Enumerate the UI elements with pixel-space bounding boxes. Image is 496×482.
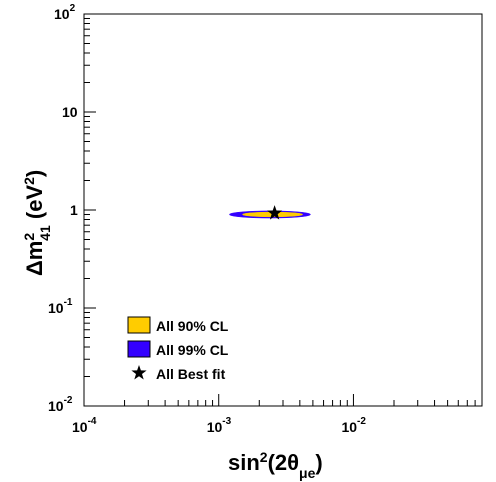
x-axis-title-paren-close: ) [315,450,322,475]
x-axis-title-base: sin [228,450,260,475]
y-axis-title-unit-close: ) [22,170,47,177]
legend-swatch-99cl [127,340,151,358]
legend-label-best-fit: All Best fit [156,366,226,382]
y-tick-exponent: 2 [70,3,76,14]
y-tick-label: 1 [70,202,78,218]
x-axis-title-sub: μe [299,465,316,481]
legend-item-90cl: All 90% CL [127,316,229,334]
best-fit-marker [267,205,283,220]
y-tick-exponent: -2 [64,395,73,406]
x-axis-ticks [83,394,483,406]
x-tick-label: 10-3 [207,416,232,435]
y-tick-label: 10-2 [48,395,73,414]
x-axis-title-paren-open: (2θ [268,450,299,475]
legend-item-best-fit: All Best fit [131,365,226,382]
x-tick-exponent: -2 [357,416,366,427]
y-tick-exponent: -1 [64,297,73,308]
legend-item-99cl: All 99% CL [127,340,229,358]
x-axis-title: sin2(2θμe) [228,449,323,481]
y-tick-label: 10-1 [48,297,73,316]
y-axis-title-sup: 2 [21,233,37,241]
legend: All 90% CL All 99% CL All Best fit [127,316,229,382]
legend-label-90cl: All 90% CL [156,318,229,334]
y-tick-label: 10 [62,104,78,120]
y-tick-label: 102 [54,3,76,22]
y-axis-title-sub: 41 [37,225,53,241]
legend-star-icon [131,365,147,380]
legend-swatch-90cl [127,316,151,334]
y-axis-ticks [84,13,96,407]
x-tick-label: 10-4 [72,416,97,435]
y-axis-title-unit-sup: 2 [21,177,37,185]
y-axis-title: Δm241 (eV2) [21,170,53,276]
x-tick-exponent: -4 [88,416,97,427]
y-axis-title-delta: Δm [22,241,47,276]
x-axis-tick-labels: 10-4 10-3 10-2 [72,416,366,435]
y-axis-title-unit-open: (eV [22,185,47,226]
best-fit-marker-group [267,205,283,220]
y-axis-tick-labels: 10-2 10-1 1 10 102 [48,3,78,414]
x-tick-exponent: -3 [222,416,231,427]
x-axis-title-sup: 2 [260,449,268,465]
legend-label-99cl: All 99% CL [156,342,229,358]
x-tick-label: 10-2 [341,416,366,435]
